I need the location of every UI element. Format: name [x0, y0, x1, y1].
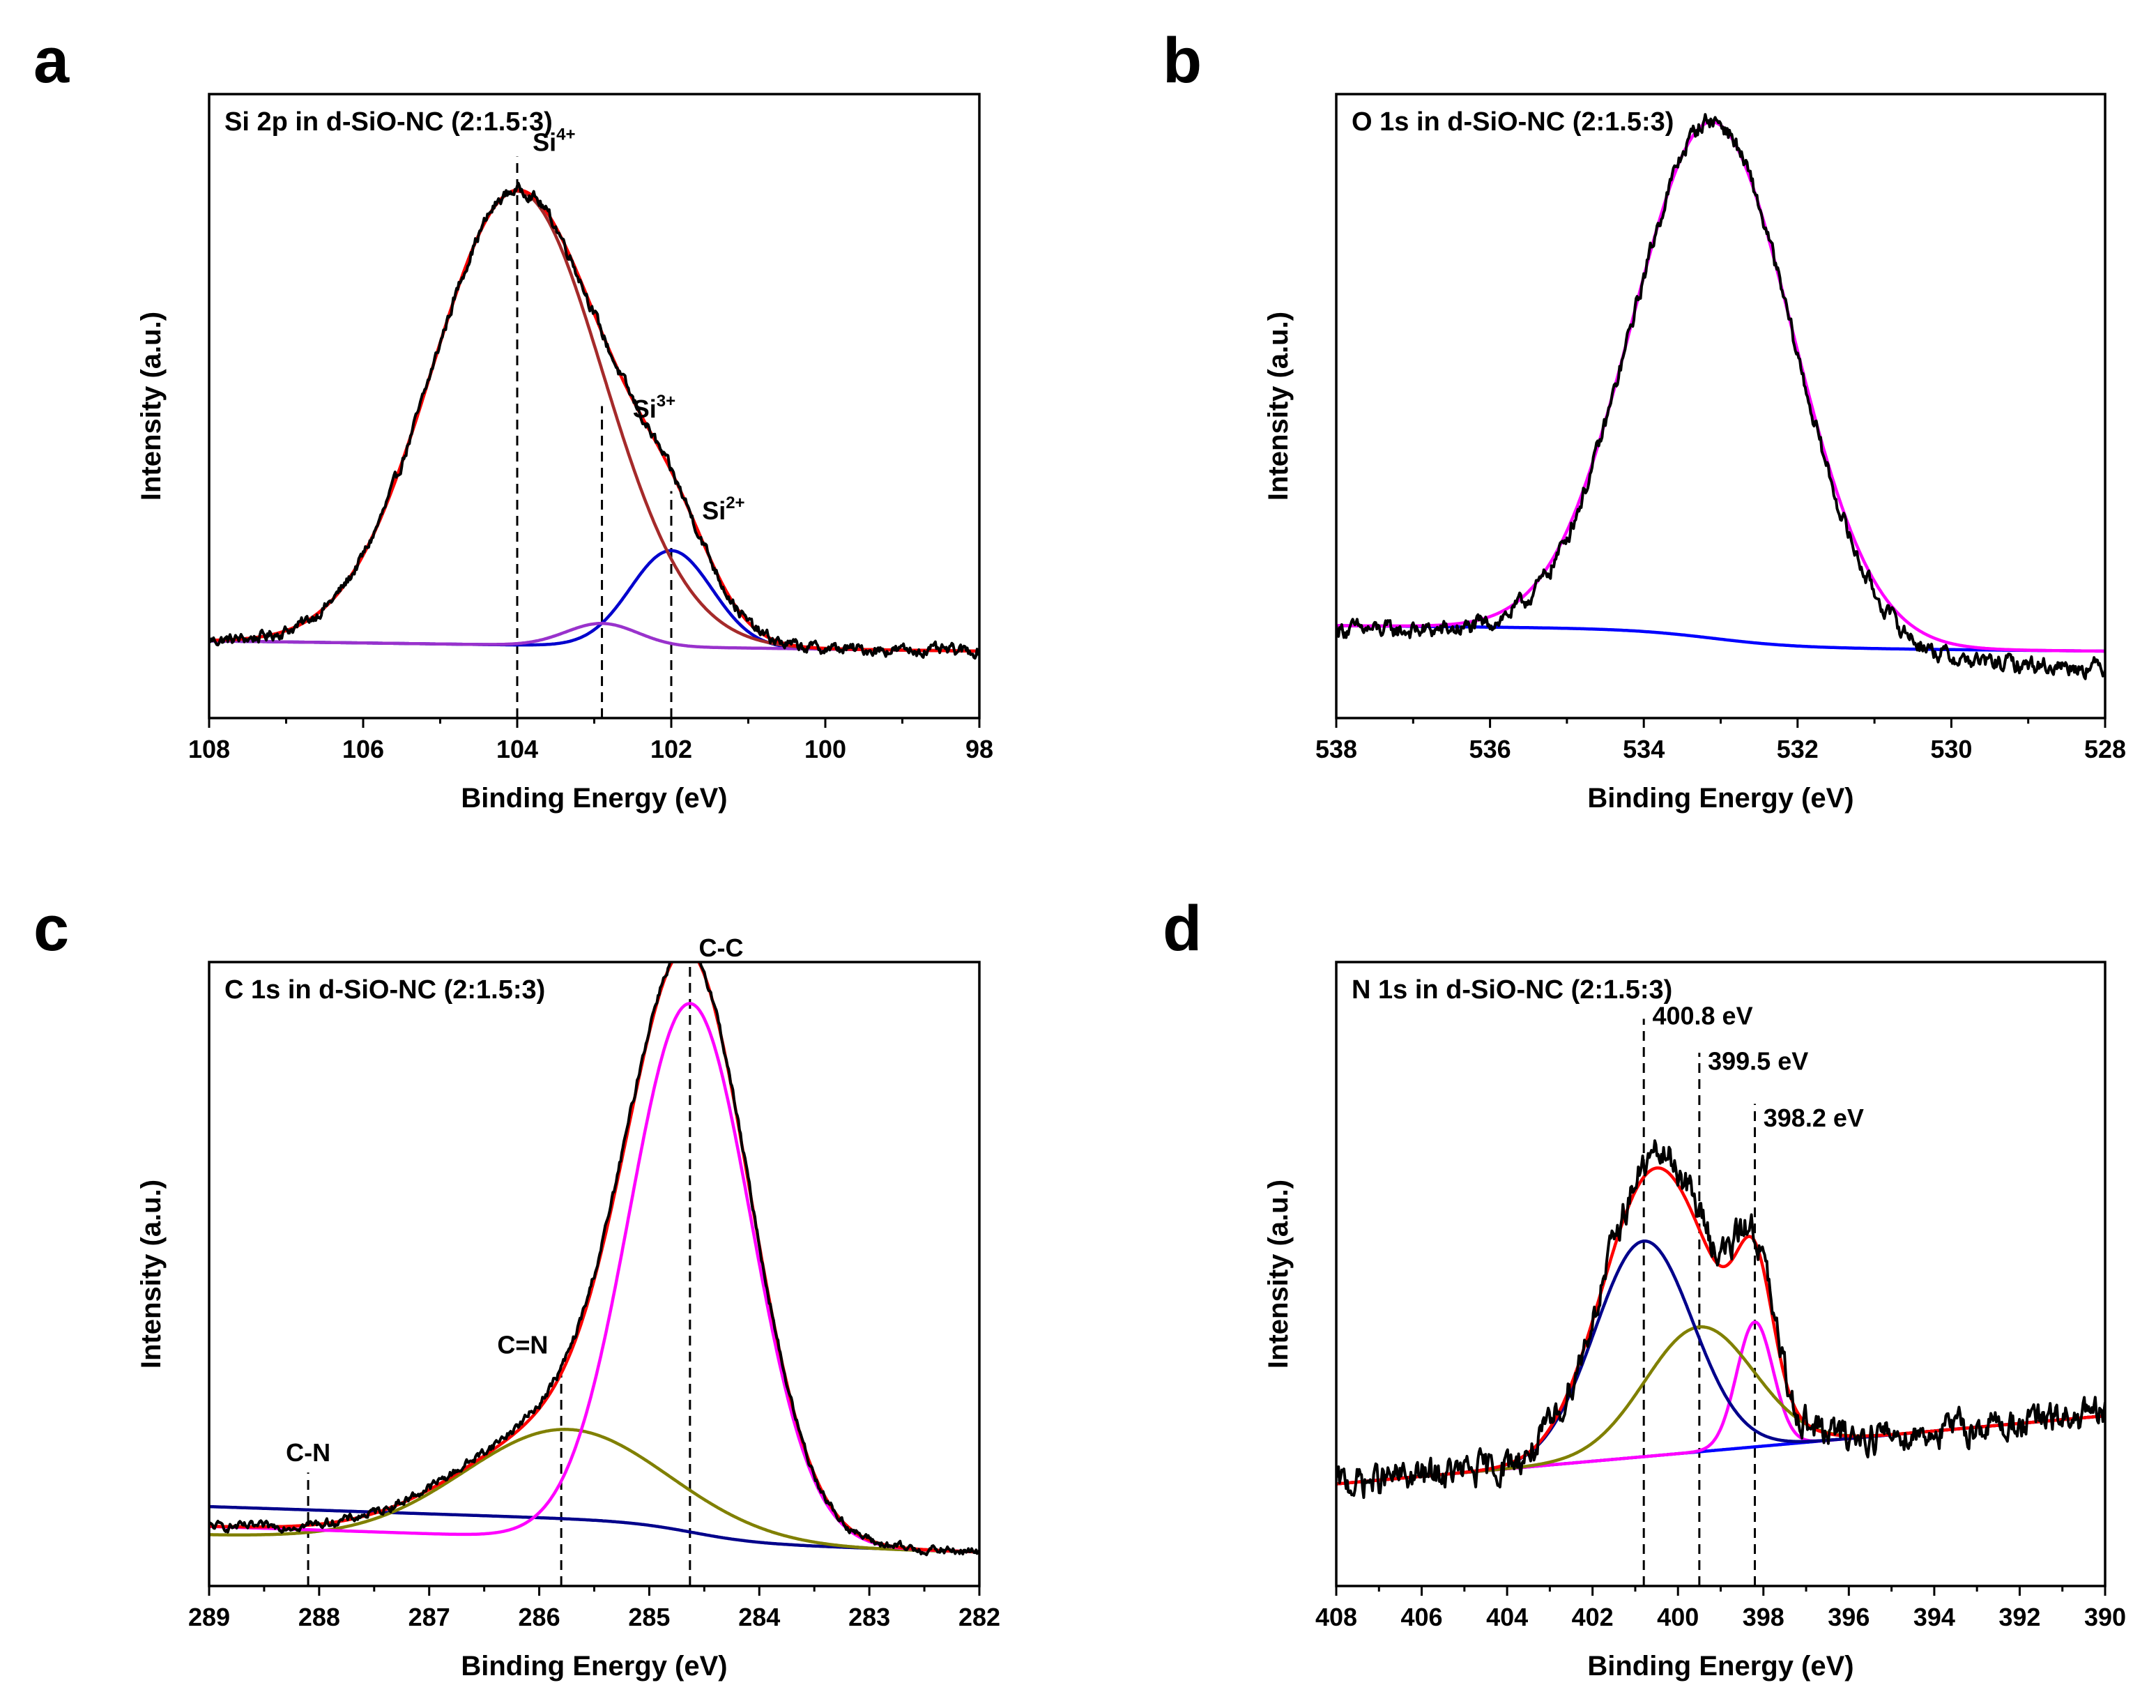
- x-tick-label: 532: [1777, 735, 1819, 763]
- x-tick-label: 538: [1315, 735, 1357, 763]
- panel-d: d 408 406 404 402 400 398 396 394 392 390 N 1s in …: [1163, 893, 2126, 1682]
- plot-b: 538 536 534 532 530 528 O 1s in d-SiO-NC (2:1.…: [1263, 93, 2126, 814]
- panel-letter-b: b: [1163, 25, 1202, 96]
- series-experimental: [1336, 1139, 2105, 1500]
- series-experimental: [209, 181, 979, 660]
- panel-a: a 108 106 104 102 100 98 Si 2p in d-SiO-NC (2:…: [33, 25, 993, 814]
- annotation-2: 399.5 eV: [1708, 1047, 1808, 1076]
- x-tick-label: 400: [1657, 1603, 1699, 1631]
- panel-c: c 289 288 287 286 285 284 283 282 C 1s in d-SiO-…: [33, 893, 1000, 1682]
- annotation-3: C-C: [698, 933, 743, 962]
- x-tick-label: 288: [298, 1603, 340, 1631]
- annotation-superscript: 4+: [556, 125, 575, 144]
- x-tick-label: 286: [519, 1603, 560, 1631]
- annotation-superscript: 2+: [726, 494, 744, 512]
- x-tick-label: 285: [628, 1603, 670, 1631]
- series-398-2-ev-component: [1336, 1320, 2105, 1486]
- x-tick-label: 398: [1743, 1603, 1784, 1631]
- annotation-1: C-N: [286, 1438, 330, 1467]
- x-tick-label: 106: [342, 735, 384, 763]
- series-399-5-ev-component: [1336, 1325, 2105, 1486]
- x-tick-label: 102: [650, 735, 692, 763]
- x-tick-label: 536: [1469, 735, 1511, 763]
- x-tick-label: 287: [408, 1603, 450, 1631]
- plot-d: 408 406 404 402 400 398 396 394 392 390 N 1s in d-…: [1263, 961, 2126, 1682]
- x-axis-label: Binding Energy (eV): [461, 1651, 727, 1682]
- x-tick-label: 289: [188, 1603, 230, 1631]
- annotation-2: C=N: [497, 1330, 548, 1359]
- x-axis-label: Binding Energy (eV): [1587, 783, 1853, 814]
- x-tick-label: 528: [2084, 735, 2126, 763]
- panel-letter-c: c: [33, 893, 69, 964]
- y-axis-label: Intensity (a.u.): [1263, 1180, 1294, 1368]
- series-c-n-component: [209, 1428, 979, 1554]
- series-si3-component: [209, 622, 979, 653]
- panel-letter-d: d: [1163, 893, 1202, 964]
- x-tick-label: 100: [804, 735, 846, 763]
- y-axis-label: Intensity (a.u.): [136, 1180, 167, 1368]
- x-tick-label: 394: [1913, 1603, 1955, 1631]
- x-tick-label: 406: [1401, 1603, 1443, 1631]
- series-experimental: [1336, 113, 2105, 680]
- series-si2-component: [209, 549, 979, 653]
- annotation-2: Si3+: [633, 392, 675, 423]
- panel-b: b 538 536 534 532 530 528 O 1s in d-SiO-NC (2:…: [1163, 25, 2126, 814]
- panel-title: Si 2p in d-SiO-NC (2:1.5:3): [224, 107, 553, 137]
- series-envelope-fit: [209, 188, 979, 653]
- x-tick-label: 396: [1828, 1603, 1870, 1631]
- annotation-3: Si2+: [702, 494, 744, 525]
- x-tick-label: 284: [738, 1603, 780, 1631]
- panel-title: C 1s in d-SiO-NC (2:1.5:3): [224, 975, 545, 1005]
- x-axis-label: Binding Energy (eV): [461, 783, 727, 814]
- plot-c: 289 288 287 286 285 284 283 282 C 1s in d-SiO-NC…: [136, 933, 1000, 1682]
- annotation-3: 398.2 eV: [1764, 1104, 1864, 1132]
- x-tick-label: 534: [1623, 735, 1665, 763]
- series-fit: [1336, 120, 2105, 653]
- x-tick-label: 98: [965, 735, 993, 763]
- x-tick-label: 104: [496, 735, 538, 763]
- panel-title: N 1s in d-SiO-NC (2:1.5:3): [1352, 975, 1672, 1005]
- x-tick-label: 404: [1486, 1603, 1528, 1631]
- series-400-8-ev-component: [1336, 1239, 2105, 1486]
- x-axis-label: Binding Energy (eV): [1587, 1651, 1853, 1682]
- panel-title: O 1s in d-SiO-NC (2:1.5:3): [1352, 107, 1674, 137]
- x-tick-label: 283: [848, 1603, 890, 1631]
- panel-letter-a: a: [33, 25, 70, 96]
- series-si4-component: [209, 190, 979, 653]
- series-envelope-fit: [1336, 1166, 2105, 1486]
- x-tick-label: 108: [188, 735, 230, 763]
- x-tick-label: 390: [2084, 1603, 2126, 1631]
- annotation-superscript: 3+: [657, 392, 675, 411]
- annotation-1: Si4+: [533, 125, 575, 156]
- x-tick-label: 282: [958, 1603, 1000, 1631]
- y-axis-label: Intensity (a.u.): [1263, 312, 1294, 501]
- x-tick-label: 408: [1315, 1603, 1357, 1631]
- x-tick-label: 402: [1572, 1603, 1614, 1631]
- x-tick-label: 530: [1930, 735, 1972, 763]
- series-experimental: [209, 962, 979, 1557]
- annotation-1: 400.8 eV: [1652, 1002, 1752, 1030]
- plot-a: 108 106 104 102 100 98 Si 2p in d-SiO-NC (2:1.…: [136, 93, 993, 814]
- y-axis-label: Intensity (a.u.): [136, 312, 167, 501]
- x-tick-label: 392: [1998, 1603, 2040, 1631]
